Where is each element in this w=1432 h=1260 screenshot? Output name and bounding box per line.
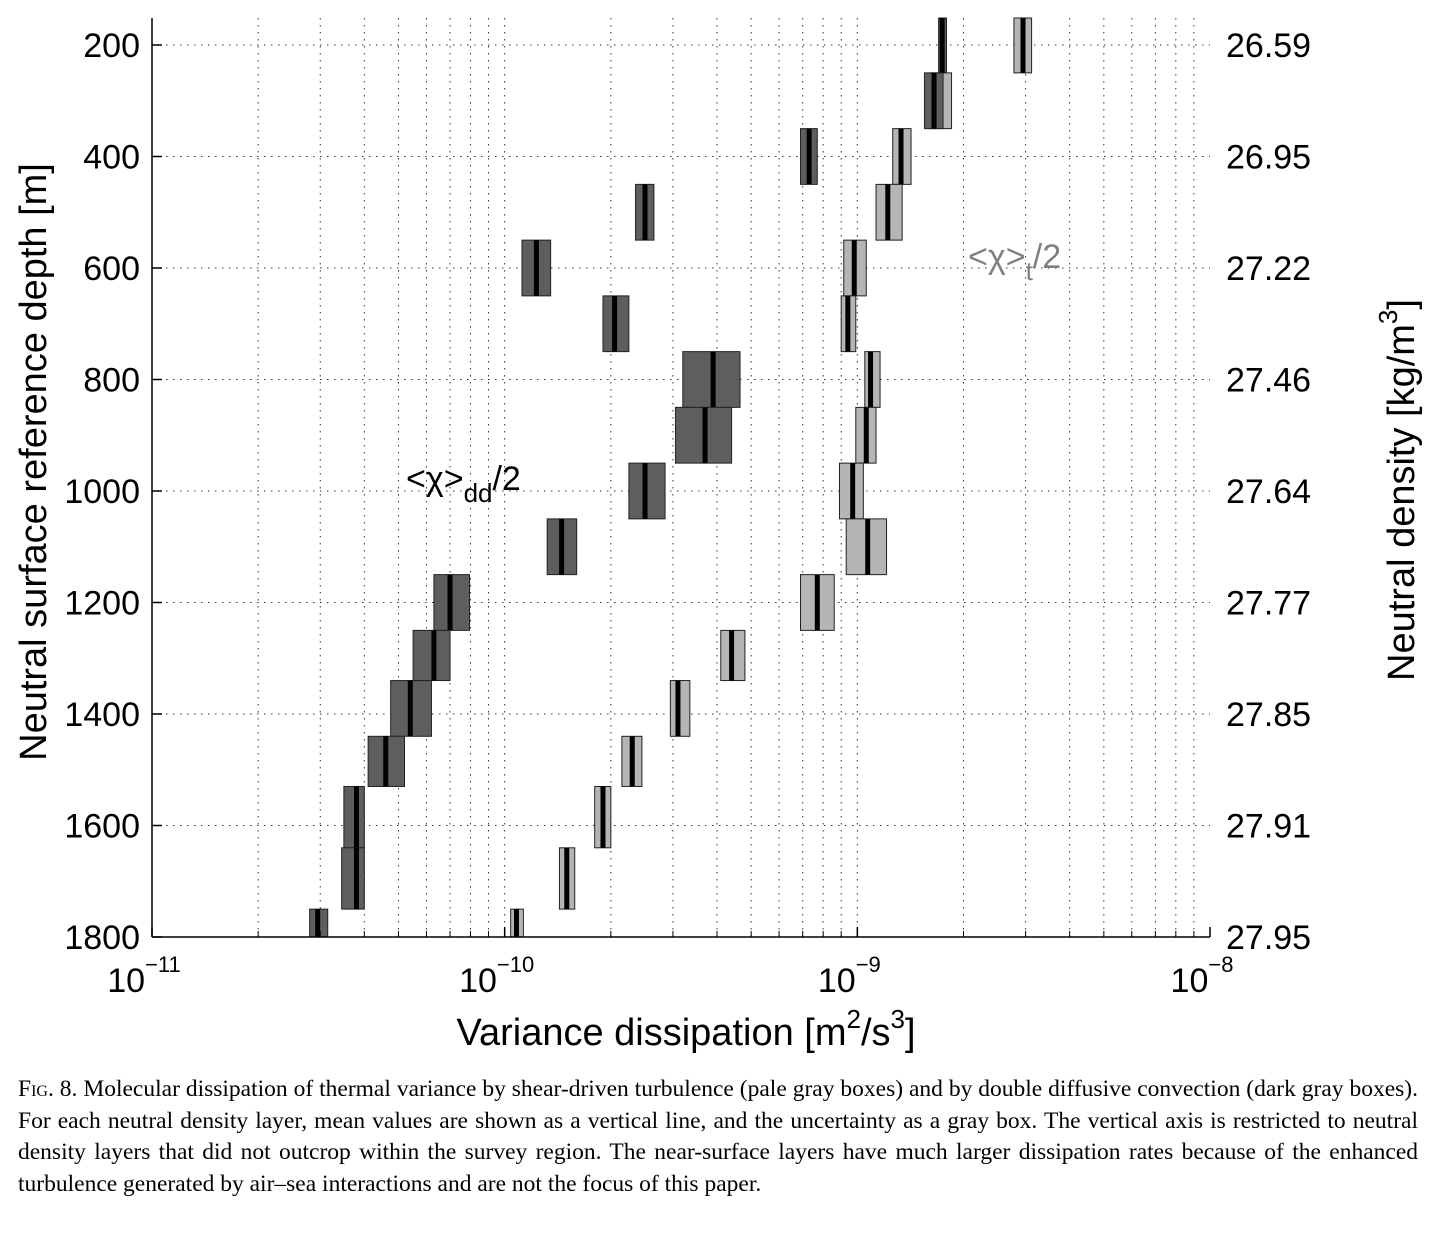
y-tick-label: 400: [83, 139, 140, 177]
y-tick-label: 600: [83, 250, 140, 288]
caption-label: Fig. 8.: [18, 1076, 78, 1102]
y-right-tick-label: 27.85: [1226, 696, 1311, 734]
y-right-tick-label: 27.22: [1226, 250, 1311, 288]
uncertainty-boxes: [309, 17, 1033, 938]
y-tick-label: 1000: [64, 473, 140, 511]
y-right-tick-label: 26.95: [1226, 139, 1311, 177]
y-tick-label: 200: [83, 27, 140, 65]
labels: 10−11 10−10 10−9 10−8 200 26.59 400 26.95 600 27.…: [13, 27, 1423, 1054]
caption-text: Molecular dissipation of thermal varianc…: [18, 1076, 1418, 1197]
y-right-tick-label: 26.59: [1226, 27, 1311, 65]
figure: 10−11 10−10 10−9 10−8 200 26.59 400 26.95 600 27.…: [13, 17, 1423, 1054]
x-tick-label: 10−9: [818, 952, 881, 1000]
y-axis-title: Neutral surface reference depth [m]: [13, 163, 55, 761]
dd-series-label: <χ>dd/2: [406, 460, 521, 508]
dissipation-chart: 10−11 10−10 10−9 10−8 200 26.59 400 26.95 600 27.…: [13, 17, 1423, 1054]
shear-series-label: <χ>t/2: [968, 238, 1061, 286]
y-right-tick-label: 27.91: [1226, 808, 1311, 846]
figure-caption: Fig. 8. Molecular dissipation of thermal…: [18, 1074, 1418, 1200]
axes: [151, 18, 1211, 938]
y-right-tick-label: 27.95: [1226, 919, 1311, 957]
right-axis-title: Neutral density [kg/m3]: [1373, 299, 1423, 681]
y-tick-label: 1200: [64, 585, 140, 623]
y-tick-label: 1800: [64, 919, 140, 957]
x-tick-label: 10−8: [1171, 952, 1234, 1000]
y-right-tick-label: 27.46: [1226, 362, 1311, 400]
x-tick-label: 10−10: [459, 952, 534, 1000]
uncertainty-box: [341, 847, 365, 910]
y-tick-label: 1400: [64, 696, 140, 734]
y-tick-label: 800: [83, 362, 140, 400]
y-right-tick-label: 27.64: [1226, 473, 1311, 511]
x-axis-title: Variance dissipation [m2/s3]: [456, 1004, 915, 1054]
y-right-tick-label: 27.77: [1226, 585, 1311, 623]
y-tick-label: 1600: [64, 808, 140, 846]
grid: [152, 18, 1210, 938]
x-tick-label: 10−11: [107, 952, 181, 1000]
